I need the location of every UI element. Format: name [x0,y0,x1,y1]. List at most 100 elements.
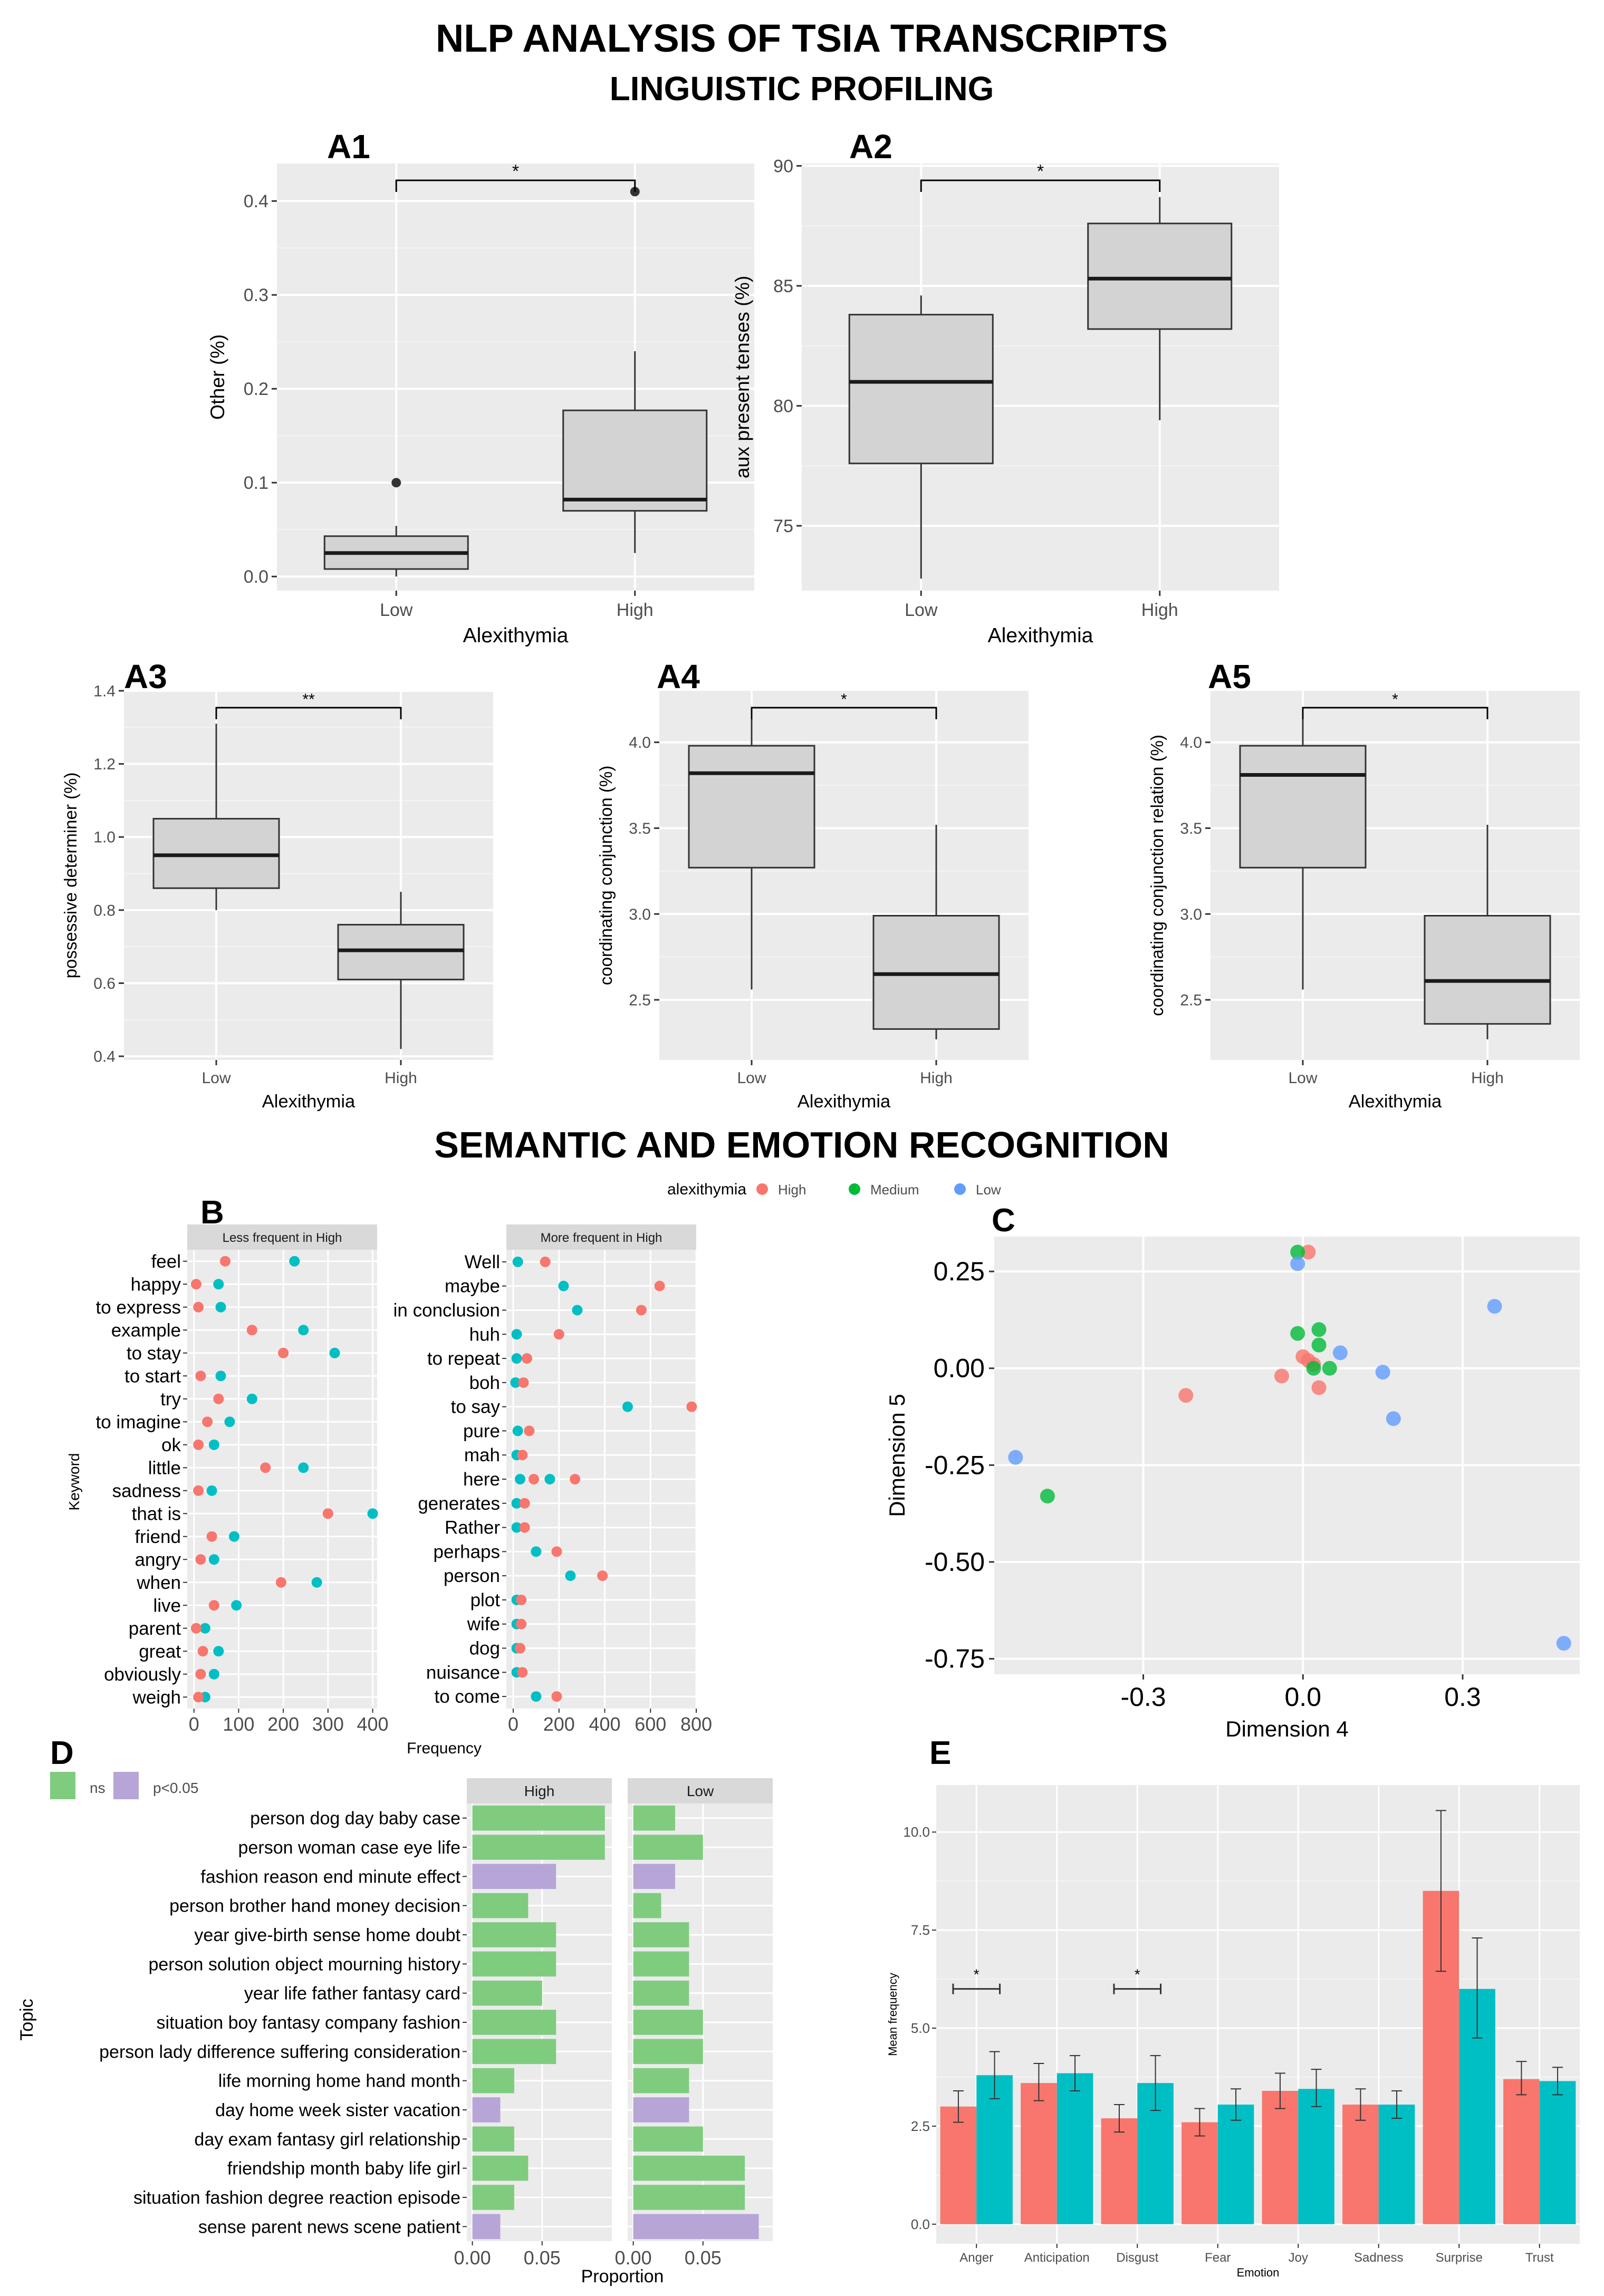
topic-bar [472,1864,556,1889]
frequency-point-high [524,1425,535,1436]
keyword-label: to come [435,1686,501,1707]
facet-strip-label: Less frequent in High [223,1231,342,1245]
topic-label: situation boy fantasy company fashion [157,2013,460,2033]
y-axis-label: coordinating conjunction relation (%) [1147,735,1167,1016]
box [1087,223,1233,330]
topic-label: person solution object mourning history [148,1954,460,1974]
keyword-label: parent [129,1618,181,1639]
legend-entry: ns [90,1780,105,1796]
legend-swatch [954,1183,966,1195]
scatter-point [1556,1636,1571,1651]
x-tick-label: 0.00 [454,2247,491,2269]
keyword-label: dog [469,1638,500,1659]
keyword-label: perhaps [434,1541,500,1562]
frequency-point-high [597,1570,608,1581]
y-tick-label: 2.5 [911,2118,930,2134]
x-tick-label: Sadness [1354,2251,1403,2265]
frequency-point-other [311,1577,322,1588]
scatter-point [1040,1489,1055,1504]
scatter-point [1178,1388,1194,1403]
y-axis-label: Mean frequency [886,1973,899,2056]
facet-strip-label: Low [687,1783,714,1799]
y-tick-label: 0.25 [934,1257,985,1286]
topic-bar [472,2010,556,2035]
box [1239,745,1367,869]
y-tick-label: 0.00 [934,1354,985,1383]
frequency-point-high [517,1667,528,1678]
y-tick-label: 2.5 [1180,992,1202,1009]
emotion-bar [1378,2105,1415,2224]
box [1424,915,1551,1025]
scatter-point [1274,1368,1289,1384]
box-plot-a1: 0.0 0.1 0.2 0.3 0.4 Low High * Alexithymia Other … [206,128,754,647]
keyword-label: to repeat [427,1348,500,1369]
frequency-point-other [512,1425,523,1436]
x-axis-label: Frequency [407,1740,482,1757]
frequency-point-other [213,1279,224,1290]
x-axis-label: Alexithymia [1349,1092,1442,1112]
x-axis-label: Alexithymia [463,624,569,647]
y-tick-label: 0.0 [911,2216,930,2232]
significance-bracket [920,179,1161,192]
x-tick-label: Anticipation [1024,2251,1090,2265]
y-tick-label: -0.25 [925,1450,985,1480]
keyword-label: great [139,1641,181,1662]
topic-label: person lady difference suffering conside… [99,2042,460,2062]
frequency-point-other [565,1570,576,1581]
y-axis-label: Topic [17,1999,37,2040]
frequency-point-high [206,1531,217,1542]
y-tick-label: 1.0 [93,829,116,846]
frequency-point-high [193,1485,204,1496]
topic-bar [472,1922,556,1947]
frequency-point-high [220,1256,230,1267]
box-plot-a4: 2.5 3.0 3.5 4.0 Low High * Alexithymia coordinat… [596,658,1029,1112]
x-tick-label: High [617,600,654,620]
scatter-point [1311,1380,1327,1395]
facet-strip [628,1778,773,1803]
frequency-point-other [289,1256,300,1267]
y-tick-label: 0.4 [93,1048,116,1066]
x-tick-label: Trust [1525,2251,1554,2265]
keyword-label: feel [151,1251,181,1272]
keyword-label: example [111,1320,181,1340]
scatter-point [1311,1337,1327,1353]
box-plot-a5: 2.5 3.0 3.5 4.0 Low High * Alexithymia coordinat… [1147,658,1580,1112]
x-axis-label: Alexithymia [262,1092,356,1112]
keyword-label: happy [131,1274,181,1295]
significance-label: * [1135,1966,1140,1983]
frequency-point-high [519,1522,530,1533]
box [848,314,994,465]
frequency-point-high [516,1618,527,1629]
topic-label: day exam fantasy girl relationship [194,2129,460,2149]
y-tick-label: 85 [773,276,793,296]
frequency-point-other [199,1623,210,1634]
keyword-label: weigh [132,1687,181,1707]
legend-entry: Medium [870,1182,919,1198]
y-tick-label: 10.0 [903,1824,930,1840]
emotion-bar [1503,2079,1540,2224]
keyword-label: angry [135,1549,181,1570]
frequency-point-other [298,1462,309,1473]
emotion-bar [1056,2073,1093,2224]
frequency-point-high [654,1280,665,1291]
y-tick-label: 1.4 [93,683,116,700]
topic-bar [472,1835,605,1860]
topic-bar [633,1951,689,1977]
frequency-point-high [260,1462,271,1473]
legend-swatch [113,1772,139,1799]
x-tick-label: 0 [189,1713,199,1735]
frequency-point-other [208,1439,219,1450]
topic-bar [472,1805,605,1831]
y-tick-label: -0.50 [925,1547,985,1577]
facet-strip [506,1224,696,1250]
scatter-point [1322,1361,1337,1376]
x-tick-label: Low [380,600,413,620]
keyword-label: Well [465,1252,500,1272]
scatter-point [1301,1245,1316,1260]
panel-label: A2 [849,128,892,166]
y-tick-label: 0.4 [244,191,268,211]
emotion-bar [1342,2105,1379,2224]
panel-label: D [50,1735,74,1771]
topic-bar [633,1864,675,1889]
